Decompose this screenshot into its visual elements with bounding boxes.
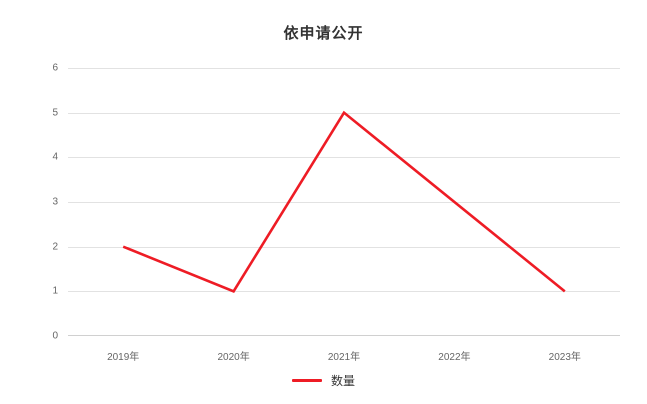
- y-tick-label: 3: [52, 196, 58, 208]
- x-tick-label: 2020年: [217, 352, 250, 363]
- gridline: [68, 291, 620, 293]
- chart-legend: 数量: [0, 372, 647, 389]
- x-tick-label: 2023年: [548, 352, 581, 363]
- y-tick-label: 4: [52, 151, 58, 163]
- x-axis-line: [68, 335, 620, 336]
- gridline: [68, 157, 620, 159]
- y-tick-label: 6: [52, 62, 58, 74]
- legend-swatch-shuliang: [291, 379, 322, 382]
- x-tick-label: 2021年: [327, 352, 361, 363]
- chart-title: 依申请公开: [283, 25, 364, 42]
- gridline: [68, 202, 620, 203]
- legend-label-shuliang: 数量: [330, 374, 355, 388]
- x-tick-label: 2019年: [107, 352, 140, 363]
- x-tick-label: 2022年: [438, 352, 471, 363]
- series-line-shuliang: [122, 110, 566, 293]
- gridline: [68, 246, 620, 248]
- y-tick-label: 5: [52, 107, 58, 119]
- gridline: [68, 68, 620, 69]
- y-tick-label: 1: [52, 285, 58, 297]
- plot-area: 0 1 2 3 4 5 6 2019年 2020年 2021年 2022年 2023年: [52, 63, 620, 363]
- y-tick-label: 0: [52, 330, 58, 342]
- y-tick-label: 2: [52, 241, 58, 253]
